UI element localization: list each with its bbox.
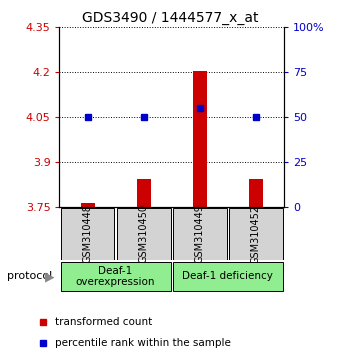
Bar bbox=[81, 204, 95, 207]
Text: transformed count: transformed count bbox=[55, 316, 152, 327]
Text: GSM310450: GSM310450 bbox=[139, 205, 149, 263]
Text: GSM310452: GSM310452 bbox=[251, 204, 261, 264]
Bar bbox=[117, 208, 171, 260]
Bar bbox=[173, 262, 283, 291]
Text: GSM310449: GSM310449 bbox=[195, 205, 205, 263]
Bar bbox=[173, 208, 227, 260]
Text: GSM310448: GSM310448 bbox=[83, 205, 92, 263]
Text: GDS3490 / 1444577_x_at: GDS3490 / 1444577_x_at bbox=[82, 11, 258, 25]
Bar bbox=[61, 208, 115, 260]
Bar bbox=[61, 262, 171, 291]
Bar bbox=[137, 178, 151, 207]
Bar bbox=[249, 179, 263, 207]
Text: protocol: protocol bbox=[7, 272, 52, 281]
Text: ▶: ▶ bbox=[45, 270, 54, 283]
Bar bbox=[193, 71, 207, 207]
Text: percentile rank within the sample: percentile rank within the sample bbox=[55, 338, 231, 348]
Bar bbox=[229, 208, 283, 260]
Text: Deaf-1 deficiency: Deaf-1 deficiency bbox=[182, 272, 273, 281]
Text: Deaf-1
overexpression: Deaf-1 overexpression bbox=[76, 266, 155, 287]
